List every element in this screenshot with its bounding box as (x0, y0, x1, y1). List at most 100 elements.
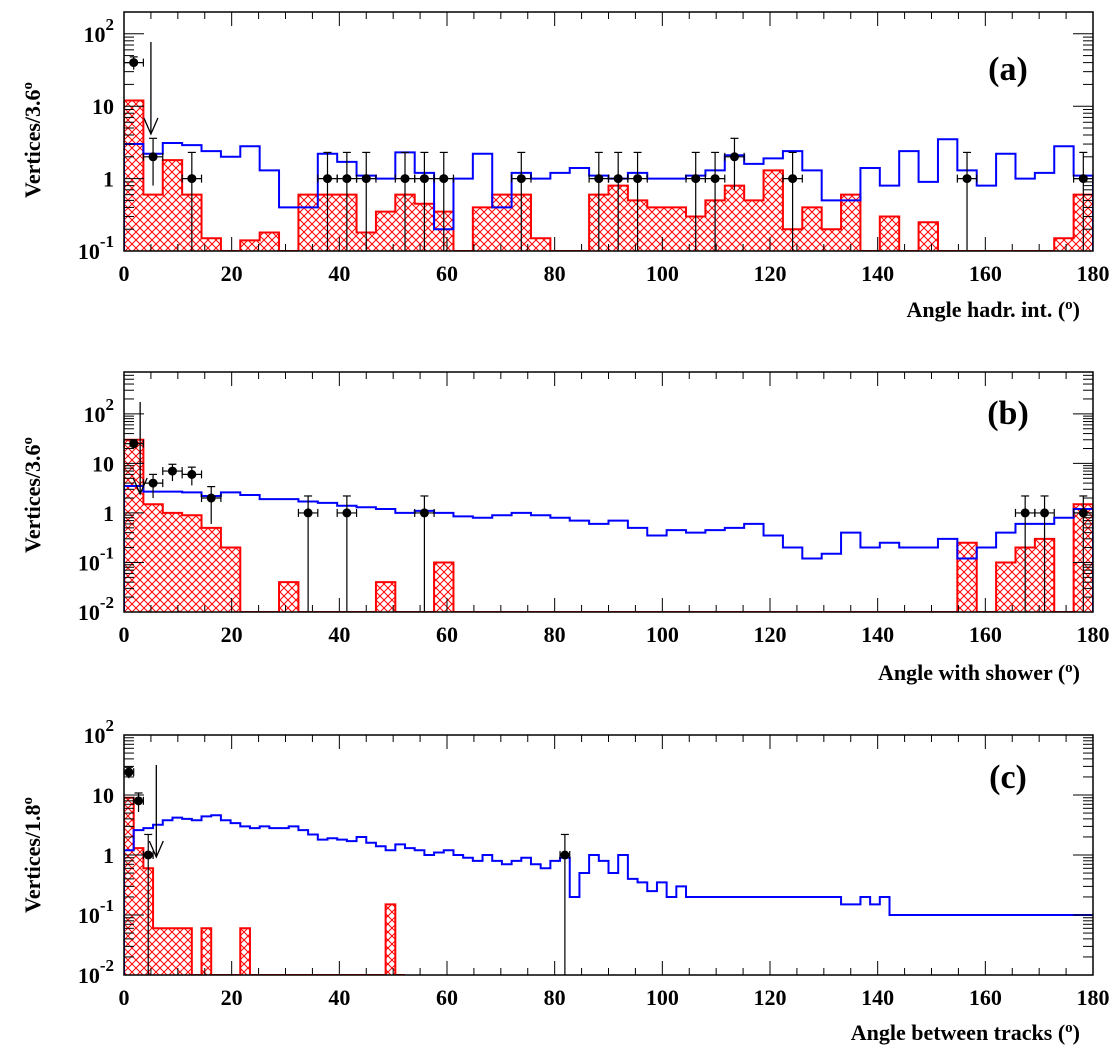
data-marker (124, 767, 134, 777)
x-tick-label: 80 (544, 261, 566, 286)
background-bar (153, 928, 163, 975)
x-tick-label: 160 (969, 261, 1002, 286)
signal-series-line (124, 814, 1093, 975)
y-tick-label: 1 (103, 167, 114, 192)
plot-frame (123, 371, 1094, 613)
y-axis-label: Vertices/1.8o (20, 797, 45, 913)
data-point (433, 151, 455, 251)
background-bar (375, 582, 396, 612)
y-tick-label: 10-1 (78, 543, 114, 575)
cut-arrow-head (132, 477, 148, 496)
background-bar (472, 207, 493, 251)
x-tick-label: 0 (119, 261, 130, 286)
data-point (123, 56, 144, 70)
background-bar (133, 848, 144, 975)
x-tick-label: 20 (221, 622, 243, 647)
y-tick-label: 1 (103, 501, 114, 526)
x-tick-label: 140 (861, 985, 894, 1010)
data-point (627, 151, 648, 251)
background-bar (162, 928, 173, 975)
data-point (142, 137, 164, 186)
background-bar (996, 562, 1016, 612)
x-tick-label: 60 (436, 622, 458, 647)
data-marker (361, 174, 371, 184)
x-tick-label: 180 (1077, 985, 1110, 1010)
signal-series-line (124, 484, 1093, 612)
data-point (200, 486, 222, 524)
background-bar (259, 232, 280, 251)
x-tick-label: 180 (1077, 622, 1110, 647)
data-point (181, 466, 203, 486)
x-axis-label: Angle hadr. int. (o) (906, 297, 1080, 322)
x-tick-label: 100 (646, 261, 679, 286)
data-marker (167, 466, 177, 476)
data-point (704, 151, 726, 251)
data-point (782, 151, 803, 251)
y-tick-label: 102 (84, 15, 115, 47)
background-bar (763, 170, 783, 251)
background-bar (666, 207, 687, 251)
data-point (133, 792, 144, 813)
panel-a: Vertices/3.6o (a) Angle hadr. int. (o) 0… (20, 11, 1110, 322)
data-marker (788, 174, 798, 184)
background-bar (298, 194, 318, 251)
data-point (394, 151, 416, 251)
background-bar (841, 194, 861, 251)
y-tick-label: 10-1 (78, 232, 114, 264)
background-bar (182, 515, 202, 612)
x-axis-label: Angle with shower (o) (878, 660, 1080, 685)
data-marker (729, 152, 739, 162)
data-marker (303, 508, 313, 518)
background-bar (530, 238, 551, 251)
data-point (956, 151, 978, 251)
background-series-line (124, 796, 406, 975)
data-marker (148, 152, 158, 162)
background-bar (879, 216, 900, 251)
x-tick-label: 80 (544, 985, 566, 1010)
data-point (123, 439, 144, 449)
x-tick-label: 40 (328, 985, 350, 1010)
background-bar (143, 504, 163, 612)
data-marker (187, 469, 197, 479)
y-tick-label: 102 (84, 716, 115, 748)
background-bar (1054, 238, 1074, 251)
y-tick-label: 1 (103, 843, 114, 868)
plot-area (124, 438, 1093, 612)
x-tick-label: 0 (119, 622, 130, 647)
data-marker (206, 493, 216, 503)
x-tick-label: 60 (436, 261, 458, 286)
background-bar (201, 238, 221, 251)
x-tick-label: 120 (754, 261, 787, 286)
y-tick-label: 10-2 (78, 956, 114, 988)
data-marker (560, 850, 570, 860)
y-tick-label: 10 (92, 783, 114, 808)
x-tick-label: 180 (1077, 261, 1110, 286)
background-bar (744, 200, 764, 251)
data-marker (129, 439, 139, 449)
data-point (142, 833, 154, 975)
data-marker (322, 174, 332, 184)
data-point (336, 495, 358, 612)
data-marker (633, 174, 643, 184)
background-bar (375, 211, 396, 251)
cut-arrow-head (148, 840, 164, 859)
background-bar (182, 928, 192, 975)
y-tick-label: 10 (92, 451, 114, 476)
y-tick-label: 10-1 (78, 896, 114, 928)
data-point (1034, 495, 1055, 612)
data-point (414, 151, 435, 251)
y-axis-label: Vertices/3.6o (20, 82, 45, 198)
x-tick-label: 160 (969, 622, 1002, 647)
data-point (181, 151, 203, 251)
data-marker (342, 508, 352, 518)
y-tick-label: 10 (92, 94, 114, 119)
background-bar (918, 222, 938, 251)
background-bar (162, 160, 183, 251)
data-point (685, 151, 707, 251)
data-point (559, 833, 571, 975)
panel-label: (a) (988, 51, 1028, 88)
x-tick-label: 140 (861, 261, 894, 286)
x-tick-label: 120 (754, 622, 787, 647)
x-tick-label: 40 (328, 261, 350, 286)
